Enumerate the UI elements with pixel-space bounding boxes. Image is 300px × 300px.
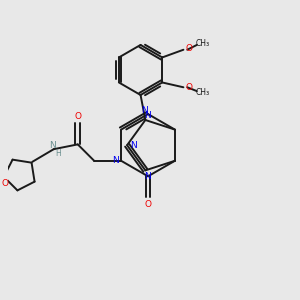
Text: N: N (141, 106, 148, 115)
Text: H: H (56, 148, 62, 158)
Text: O: O (74, 112, 81, 121)
Text: N: N (112, 156, 119, 165)
Text: O: O (1, 179, 8, 188)
Text: N: N (50, 141, 56, 150)
Text: CH₃: CH₃ (196, 88, 210, 97)
Text: N: N (144, 111, 151, 120)
Text: O: O (186, 44, 193, 53)
Text: CH₃: CH₃ (196, 40, 210, 49)
Text: O: O (145, 200, 152, 209)
Text: N: N (130, 141, 137, 150)
Text: N: N (144, 172, 151, 181)
Text: O: O (186, 83, 193, 92)
